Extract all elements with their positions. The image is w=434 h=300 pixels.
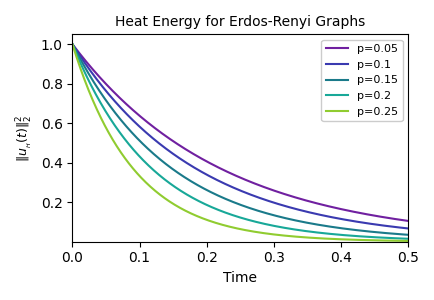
p=0.05 bbox=[270, 188, 275, 192]
p=0.1 bbox=[405, 226, 411, 230]
p=0.25 bbox=[405, 239, 411, 243]
Line: p=0.15: p=0.15 bbox=[72, 44, 408, 235]
p=0.2 bbox=[405, 237, 411, 241]
p=0.1 bbox=[251, 194, 256, 198]
p=0.25 bbox=[398, 239, 403, 243]
p=0.15 bbox=[398, 232, 403, 236]
p=0.05 bbox=[231, 173, 237, 177]
p=0.05 bbox=[251, 182, 256, 185]
p=0.05 bbox=[405, 219, 411, 223]
p=0.1 bbox=[398, 226, 403, 230]
p=0.1 bbox=[70, 42, 75, 46]
p=0.25 bbox=[70, 42, 75, 46]
p=0.05 bbox=[229, 172, 234, 176]
p=0.15 bbox=[270, 213, 275, 217]
Line: p=0.1: p=0.1 bbox=[72, 44, 408, 228]
p=0.25 bbox=[251, 230, 256, 233]
p=0.15 bbox=[345, 227, 350, 231]
p=0.1 bbox=[231, 186, 237, 190]
p=0.25 bbox=[231, 226, 237, 230]
p=0.1 bbox=[229, 185, 234, 189]
p=0.2 bbox=[229, 213, 234, 217]
Y-axis label: $\|u_{_H}(t)\|_2^2$: $\|u_{_H}(t)\|_2^2$ bbox=[15, 115, 35, 162]
p=0.05 bbox=[345, 209, 350, 212]
p=0.2 bbox=[251, 220, 256, 223]
p=0.05 bbox=[398, 218, 403, 221]
X-axis label: Time: Time bbox=[223, 271, 257, 285]
p=0.25 bbox=[270, 232, 275, 236]
p=0.1 bbox=[345, 218, 350, 222]
p=0.25 bbox=[229, 225, 234, 229]
p=0.15 bbox=[405, 233, 411, 237]
p=0.15 bbox=[251, 208, 256, 211]
Line: p=0.05: p=0.05 bbox=[72, 44, 408, 221]
p=0.15 bbox=[231, 200, 237, 204]
Line: p=0.25: p=0.25 bbox=[72, 44, 408, 241]
p=0.15 bbox=[70, 42, 75, 46]
p=0.15 bbox=[229, 200, 234, 203]
Title: Heat Energy for Erdos-Renyi Graphs: Heat Energy for Erdos-Renyi Graphs bbox=[115, 15, 365, 29]
p=0.2 bbox=[231, 214, 237, 217]
p=0.2 bbox=[398, 237, 403, 240]
Legend: p=0.05, p=0.1, p=0.15, p=0.2, p=0.25: p=0.05, p=0.1, p=0.15, p=0.2, p=0.25 bbox=[322, 40, 402, 121]
Line: p=0.2: p=0.2 bbox=[72, 44, 408, 239]
p=0.2 bbox=[345, 234, 350, 237]
p=0.25 bbox=[345, 238, 350, 241]
p=0.2 bbox=[270, 224, 275, 227]
p=0.05 bbox=[70, 42, 75, 46]
p=0.2 bbox=[70, 42, 75, 46]
p=0.1 bbox=[270, 200, 275, 204]
